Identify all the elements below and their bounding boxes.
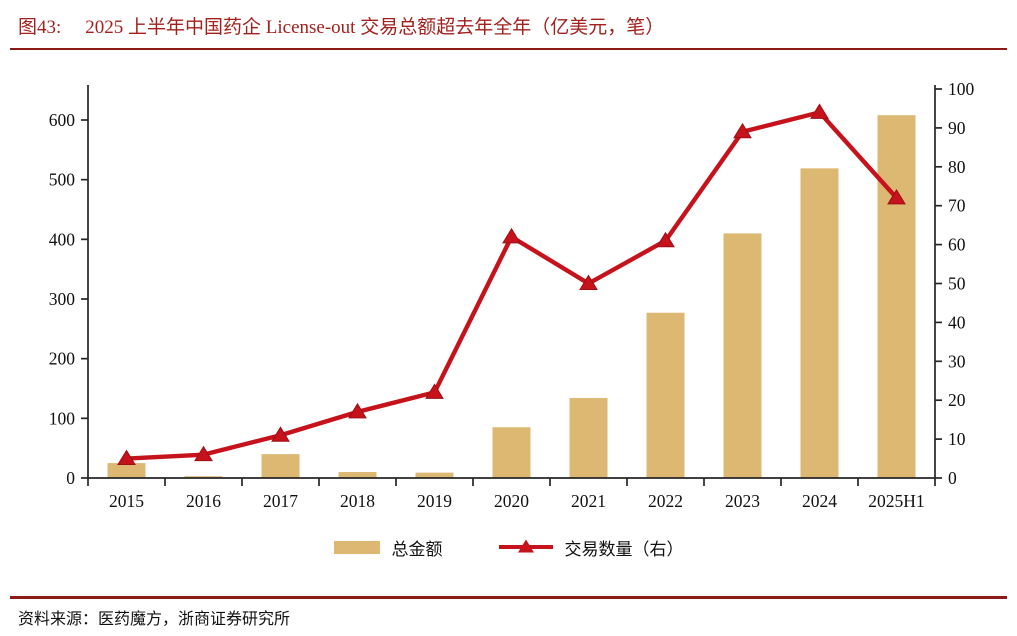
right-axis-tick-label: 60 — [948, 235, 966, 255]
triangle-marker-icon — [517, 539, 534, 553]
bar-2025H1 — [877, 115, 916, 478]
line-marker-2022 — [656, 231, 675, 248]
x-axis-label: 2023 — [725, 491, 760, 511]
footer-divider — [10, 596, 1007, 599]
right-axis-tick-label: 0 — [948, 468, 957, 488]
x-axis-label: 2025H1 — [868, 491, 924, 511]
right-axis-tick-label: 100 — [948, 79, 975, 99]
x-axis-label: 2017 — [263, 491, 298, 511]
x-axis-label: 2021 — [571, 491, 606, 511]
bar-2024 — [800, 168, 839, 478]
right-axis-tick-label: 20 — [948, 390, 966, 410]
x-axis-label: 2020 — [494, 491, 529, 511]
x-axis-label: 2019 — [417, 491, 452, 511]
x-axis-label: 2022 — [648, 491, 683, 511]
source-note: 资料来源：医药魔方，浙商证券研究所 — [18, 611, 291, 628]
x-axis-label: 2018 — [340, 491, 375, 511]
line-marker-2017 — [271, 426, 290, 442]
line-marker-2018 — [348, 402, 367, 419]
figure-label: 图43: — [18, 17, 62, 38]
line-marker-2021 — [579, 274, 598, 290]
figure-title: 2025 上半年中国药企 License-out 交易总额超去年全年（亿美元，笔… — [85, 17, 665, 38]
x-axis-label: 2016 — [186, 491, 221, 511]
bar-2020 — [492, 427, 531, 478]
right-axis-tick-label: 40 — [948, 312, 966, 332]
right-axis-tick-label: 10 — [948, 429, 966, 449]
left-axis-tick-label: 400 — [49, 229, 76, 249]
right-axis-tick-label: 50 — [948, 274, 966, 294]
legend-label-bar: 总金额 — [391, 539, 443, 559]
line-series — [124, 110, 899, 461]
bar-2019 — [415, 472, 454, 478]
bar-swatch-icon — [333, 540, 380, 554]
line-marker-2024 — [810, 103, 829, 119]
left-axis-tick-label: 100 — [49, 408, 76, 428]
right-axis-tick-label: 90 — [948, 118, 966, 138]
bar-2017 — [261, 454, 300, 478]
line-marker-2016 — [194, 445, 213, 462]
right-axis-tick-label: 30 — [948, 351, 966, 371]
left-axis-tick-label: 300 — [49, 289, 76, 309]
legend-item-line-series: 交易数量（右） — [498, 535, 684, 560]
left-axis-tick-label: 200 — [49, 349, 76, 369]
line-marker-2023 — [733, 122, 752, 139]
line-marker-2015 — [117, 449, 136, 466]
bar-2023 — [723, 233, 762, 478]
right-axis-tick-label: 80 — [948, 157, 966, 177]
x-axis-label: 2015 — [109, 491, 144, 511]
figure-header: 图43: 2025 上半年中国药企 License-out 交易总额超去年全年（亿… — [10, 0, 1007, 50]
left-axis-tick-label: 600 — [49, 110, 76, 130]
legend-label-line: 交易数量（右） — [564, 539, 684, 559]
left-axis-tick-label: 0 — [66, 468, 75, 488]
line-marker-2025H1 — [887, 188, 906, 205]
line-marker-2019 — [425, 383, 444, 399]
bar-2015 — [107, 463, 146, 478]
bar-2018 — [338, 472, 377, 478]
bar-2021 — [569, 398, 608, 478]
line-marker-2020 — [502, 227, 521, 244]
left-axis-tick-label: 500 — [49, 170, 76, 190]
bar-2016 — [184, 476, 223, 478]
legend-item-bar-series: 总金额 — [333, 535, 443, 560]
chart-legend: 总金额 交易数量（右） — [0, 531, 1017, 563]
bar-2022 — [646, 312, 685, 478]
line-swatch-icon — [498, 539, 553, 553]
x-axis-label: 2024 — [802, 491, 837, 511]
right-axis-tick-label: 70 — [948, 196, 966, 216]
